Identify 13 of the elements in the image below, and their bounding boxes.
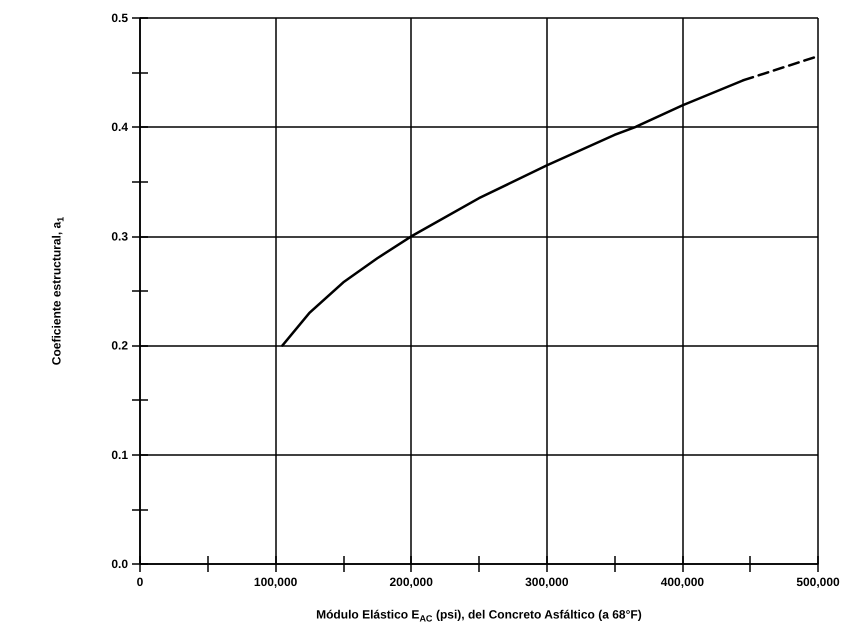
y-tick-label: 0.4: [111, 120, 128, 134]
x-tick-label: 0: [136, 575, 144, 589]
x-tick-label: 400,000: [660, 575, 704, 589]
y-axis-title: Coeficiente estructural, a1: [50, 216, 66, 366]
y-tick-label: 0.3: [111, 229, 128, 244]
x-tick-label: 200,000: [390, 575, 434, 589]
y-tick-label: 0.1: [111, 448, 128, 462]
y-tick-label: 0.5: [111, 11, 128, 25]
y-tick-label: 0.0: [111, 557, 128, 571]
y-tick-label: 0.2: [111, 338, 128, 353]
x-tick-label: 500,000: [796, 575, 840, 589]
x-tick-label: 300,000: [525, 575, 569, 589]
x-tick-label: 100,000: [254, 575, 298, 589]
